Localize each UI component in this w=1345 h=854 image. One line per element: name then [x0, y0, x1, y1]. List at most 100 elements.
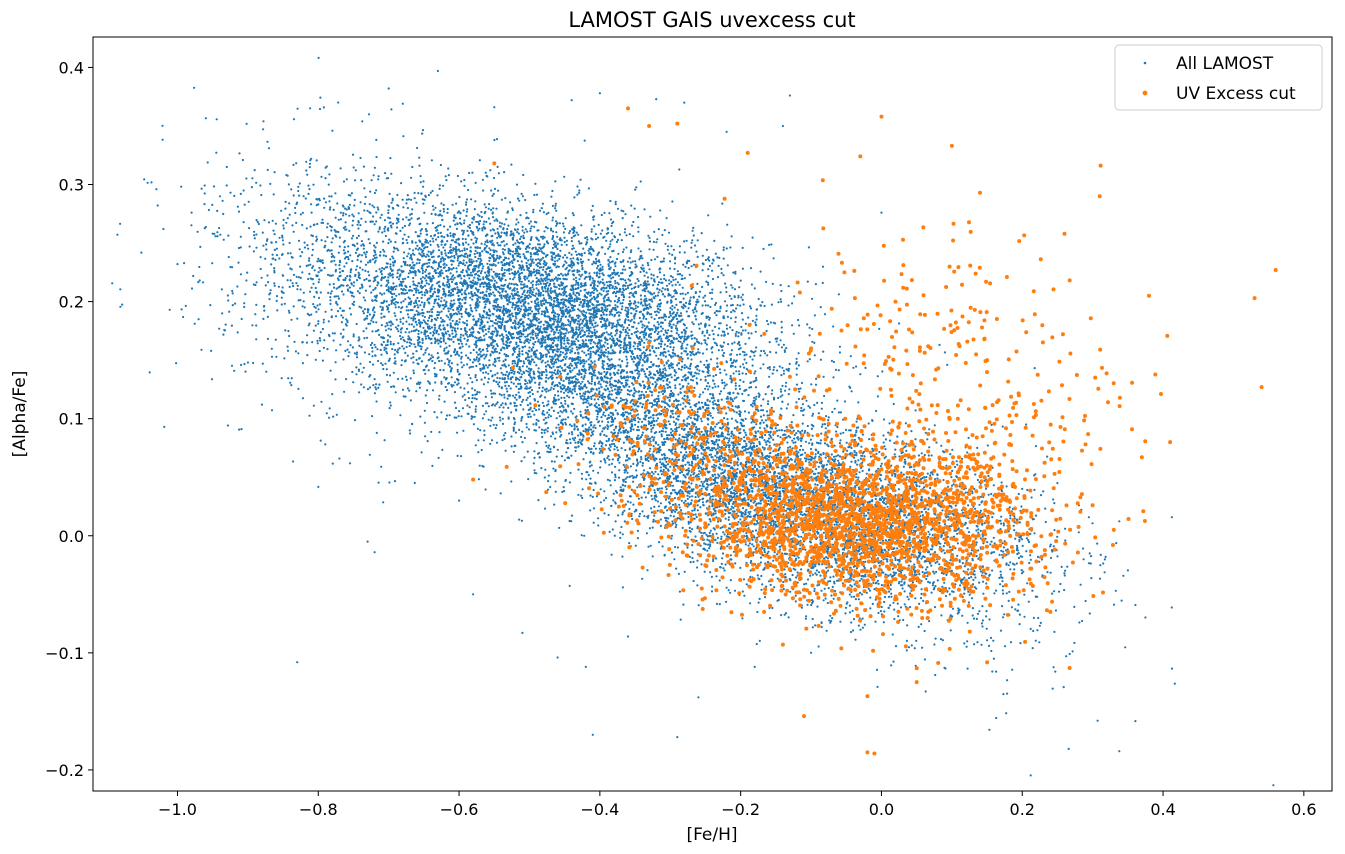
- all-lamost-point: [552, 314, 556, 317]
- all-lamost-point: [343, 265, 346, 268]
- all-lamost-point: [418, 261, 421, 265]
- all-lamost-point: [307, 192, 310, 195]
- all-lamost-point: [447, 266, 450, 269]
- all-lamost-point: [822, 350, 825, 353]
- all-lamost-point: [544, 339, 547, 342]
- all-lamost-point: [361, 286, 364, 289]
- all-lamost-point: [440, 300, 443, 303]
- all-lamost-point: [583, 139, 586, 142]
- all-lamost-point: [717, 349, 720, 352]
- all-lamost-point: [639, 343, 642, 347]
- all-lamost-point: [465, 214, 468, 217]
- all-lamost-point: [388, 374, 392, 377]
- all-lamost-point: [513, 289, 516, 292]
- all-lamost-point: [541, 370, 544, 374]
- all-lamost-point: [465, 210, 468, 213]
- all-lamost-point: [434, 213, 437, 216]
- all-lamost-point: [519, 264, 522, 267]
- all-lamost-point: [700, 342, 703, 345]
- all-lamost-point: [834, 368, 838, 371]
- all-lamost-point: [429, 243, 432, 246]
- all-lamost-point: [722, 257, 725, 260]
- all-lamost-point: [611, 260, 614, 263]
- all-lamost-point: [626, 286, 630, 290]
- all-lamost-point: [516, 288, 519, 291]
- all-lamost-point: [440, 380, 443, 383]
- all-lamost-point: [373, 206, 376, 209]
- all-lamost-point: [680, 277, 683, 281]
- all-lamost-point: [712, 259, 715, 262]
- all-lamost-point: [766, 402, 770, 406]
- all-lamost-point: [687, 315, 690, 318]
- all-lamost-point: [520, 376, 523, 379]
- all-lamost-point: [424, 246, 427, 249]
- all-lamost-point: [648, 248, 651, 251]
- all-lamost-point: [612, 276, 615, 279]
- all-lamost-point: [634, 260, 637, 263]
- all-lamost-point: [374, 253, 377, 256]
- all-lamost-point: [765, 280, 768, 283]
- all-lamost-point: [629, 261, 632, 264]
- all-lamost-point: [552, 365, 555, 368]
- all-lamost-point: [488, 203, 491, 206]
- all-lamost-point: [415, 390, 418, 393]
- all-lamost-point: [536, 253, 540, 256]
- all-lamost-point: [530, 253, 533, 256]
- all-lamost-point: [613, 236, 617, 239]
- all-lamost-point: [512, 295, 515, 298]
- all-lamost-point: [663, 348, 666, 351]
- all-lamost-point: [592, 310, 596, 313]
- all-lamost-point: [448, 289, 451, 292]
- all-lamost-point: [495, 424, 498, 427]
- all-lamost-point: [635, 334, 638, 337]
- all-lamost-point: [415, 350, 418, 353]
- all-lamost-point: [656, 338, 659, 341]
- all-lamost-point: [690, 334, 693, 337]
- all-lamost-point: [444, 385, 447, 389]
- all-lamost-point: [603, 300, 606, 303]
- all-lamost-point: [436, 352, 439, 355]
- all-lamost-point: [473, 269, 476, 272]
- all-lamost-point: [436, 194, 439, 197]
- all-lamost-point: [556, 354, 560, 357]
- all-lamost-point: [438, 289, 441, 292]
- all-lamost-point: [653, 258, 657, 261]
- all-lamost-point: [274, 222, 277, 225]
- all-lamost-point: [649, 328, 653, 331]
- all-lamost-point: [795, 362, 798, 365]
- all-lamost-point: [591, 204, 594, 208]
- all-lamost-point: [634, 285, 637, 288]
- all-lamost-point: [363, 251, 366, 254]
- all-lamost-point: [572, 235, 575, 238]
- all-lamost-point: [775, 351, 778, 354]
- all-lamost-point: [466, 229, 469, 232]
- all-lamost-point: [627, 319, 630, 322]
- all-lamost-point: [830, 359, 834, 362]
- all-lamost-point: [373, 223, 376, 226]
- all-lamost-point: [392, 261, 395, 264]
- all-lamost-point: [557, 265, 561, 268]
- all-lamost-point: [441, 235, 444, 238]
- all-lamost-point: [689, 296, 692, 299]
- all-lamost-point: [576, 185, 579, 188]
- all-lamost-point: [514, 242, 517, 245]
- all-lamost-point: [572, 288, 575, 291]
- all-lamost-point: [617, 321, 620, 324]
- all-lamost-point: [544, 271, 547, 274]
- all-lamost-point: [415, 287, 418, 290]
- all-lamost-point: [442, 210, 445, 213]
- all-lamost-point: [483, 220, 486, 223]
- all-lamost-point: [658, 305, 662, 308]
- all-lamost-point: [535, 364, 538, 367]
- all-lamost-point: [522, 329, 525, 333]
- all-lamost-point: [317, 271, 320, 274]
- all-lamost-point: [340, 290, 344, 293]
- all-lamost-point: [705, 343, 709, 346]
- all-lamost-point: [684, 265, 687, 268]
- all-lamost-point: [668, 252, 671, 255]
- all-lamost-point: [400, 265, 403, 268]
- all-lamost-point: [578, 273, 581, 276]
- all-lamost-point: [859, 373, 862, 376]
- all-lamost-point: [498, 393, 501, 396]
- all-lamost-point: [292, 305, 295, 308]
